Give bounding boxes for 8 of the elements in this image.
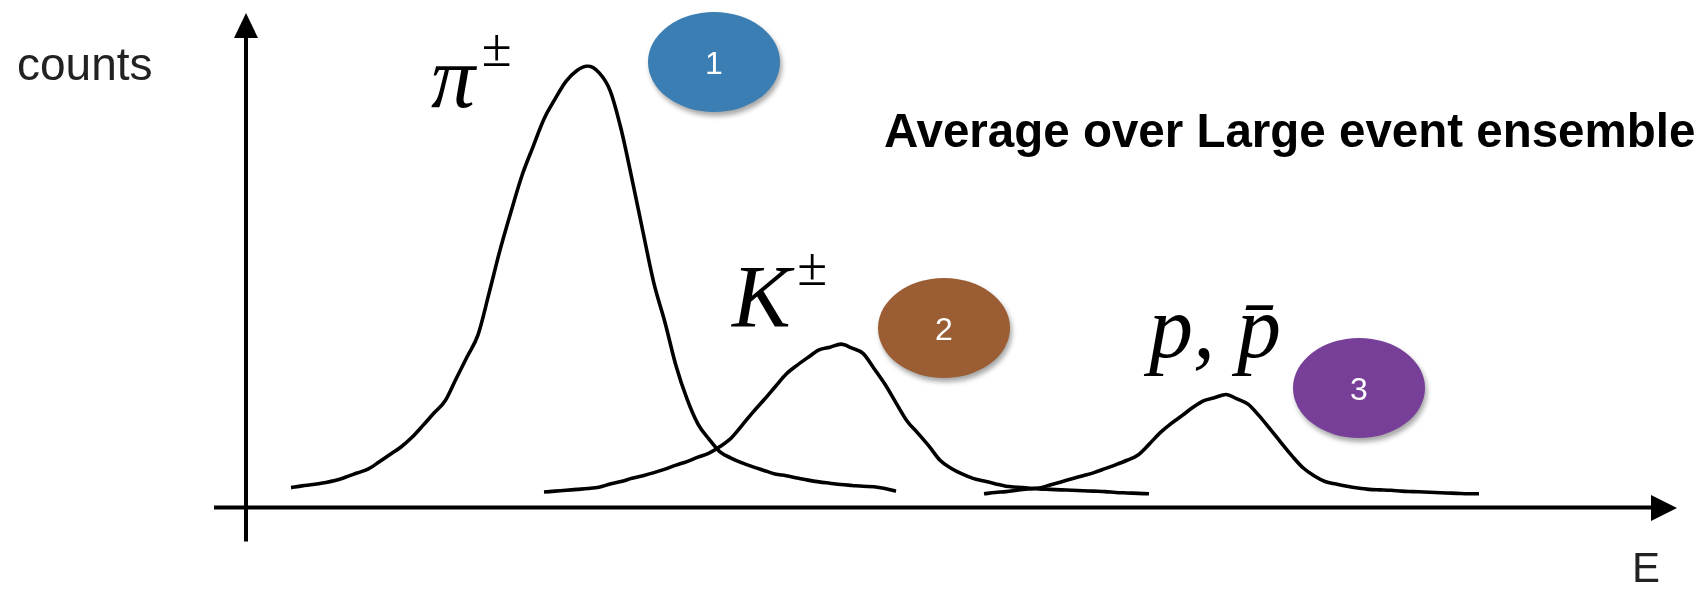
series-label: K$^{±}$ bbox=[732, 235, 828, 345]
annotation: 2 bbox=[935, 311, 953, 348]
annotation: Average over Large event ensemble bbox=[884, 103, 1696, 157]
x-axis-title: E bbox=[1632, 543, 1661, 591]
annotation: 3 bbox=[1350, 371, 1368, 408]
series-label: π$^{±}$ bbox=[431, 16, 512, 126]
y-axis-title: counts bbox=[17, 38, 153, 91]
annotation: 1 bbox=[705, 44, 723, 81]
